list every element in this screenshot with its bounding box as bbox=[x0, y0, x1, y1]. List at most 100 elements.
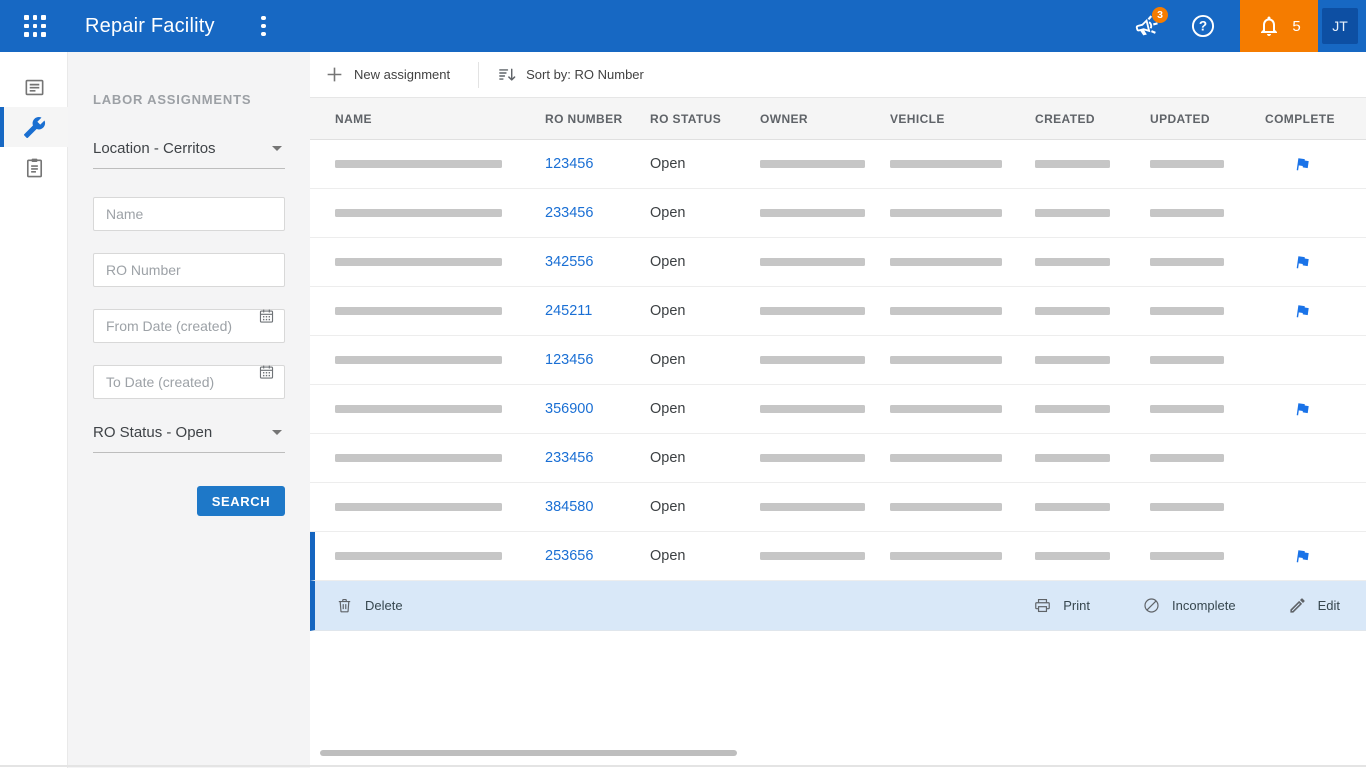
table-row[interactable]: 123456 Open bbox=[310, 336, 1366, 385]
updated-placeholder-bar bbox=[1150, 454, 1224, 462]
owner-placeholder-bar bbox=[760, 552, 865, 560]
table-row[interactable]: 342556 Open bbox=[310, 238, 1366, 287]
new-assignment-label: New assignment bbox=[354, 67, 451, 82]
vehicle-placeholder-bar bbox=[890, 160, 1002, 168]
created-placeholder-bar bbox=[1035, 552, 1110, 560]
ro-number-link[interactable]: 356900 bbox=[545, 401, 594, 417]
ro-number-link[interactable]: 233456 bbox=[545, 450, 594, 466]
name-placeholder-bar bbox=[335, 405, 502, 413]
ro-number-link[interactable]: 245211 bbox=[545, 303, 593, 319]
plus-icon bbox=[327, 67, 342, 82]
updated-placeholder-bar bbox=[1150, 209, 1224, 217]
ro-status-value: Open bbox=[650, 205, 686, 221]
name-placeholder-bar bbox=[335, 454, 502, 462]
print-button[interactable]: Print bbox=[1033, 596, 1090, 615]
ro-status-select[interactable]: RO Status - Open bbox=[93, 424, 285, 453]
name-placeholder-bar bbox=[335, 258, 502, 266]
main-content: New assignment Sort by: RO Number NAME R… bbox=[310, 52, 1366, 768]
ro-status-value: Open bbox=[650, 303, 686, 319]
table-body: 123456 Open 233456 Open 342556 Open bbox=[310, 140, 1366, 631]
vehicle-placeholder-bar bbox=[890, 356, 1002, 364]
chevron-down-icon bbox=[272, 146, 282, 151]
bell-icon bbox=[1261, 16, 1278, 36]
more-menu-icon[interactable] bbox=[255, 15, 273, 37]
print-label: Print bbox=[1063, 598, 1090, 613]
trash-icon bbox=[338, 598, 351, 613]
user-avatar[interactable]: JT bbox=[1322, 8, 1358, 44]
clipboard-icon bbox=[26, 158, 42, 177]
col-header-complete: COMPLETE bbox=[1265, 111, 1335, 126]
complete-flag-icon bbox=[1296, 255, 1309, 268]
ro-number-link[interactable]: 233456 bbox=[545, 205, 594, 221]
ro-number-link[interactable]: 342556 bbox=[545, 254, 594, 270]
edit-label: Edit bbox=[1317, 598, 1340, 613]
announcements-button[interactable]: 3 bbox=[1134, 7, 1168, 39]
incomplete-label: Incomplete bbox=[1172, 598, 1236, 613]
table-row[interactable]: 245211 Open bbox=[310, 287, 1366, 336]
to-date-input[interactable] bbox=[93, 365, 285, 399]
col-header-owner: OWNER bbox=[760, 111, 808, 126]
updated-placeholder-bar bbox=[1150, 160, 1224, 168]
incomplete-button[interactable]: Incomplete bbox=[1142, 596, 1236, 615]
owner-placeholder-bar bbox=[760, 209, 865, 217]
ro-number-link[interactable]: 253656 bbox=[545, 548, 594, 564]
col-header-ro-status: RO STATUS bbox=[650, 111, 722, 126]
ro-number-filter-input[interactable] bbox=[93, 253, 285, 287]
notifications-button[interactable]: 5 bbox=[1240, 0, 1318, 52]
ro-status-value: Open bbox=[650, 352, 686, 368]
table-row[interactable]: 253656 Open bbox=[310, 532, 1366, 581]
updated-placeholder-bar bbox=[1150, 405, 1224, 413]
table-row[interactable]: 356900 Open bbox=[310, 385, 1366, 434]
from-date-input[interactable] bbox=[93, 309, 285, 343]
ro-number-link[interactable]: 384580 bbox=[545, 499, 594, 515]
name-filter-input[interactable] bbox=[93, 197, 285, 231]
edit-button[interactable]: Edit bbox=[1288, 596, 1340, 615]
location-select[interactable]: Location - Cerritos bbox=[93, 140, 285, 169]
row-action-bar: Delete Print Incomplete bbox=[310, 581, 1366, 631]
vehicle-placeholder-bar bbox=[890, 503, 1002, 511]
created-placeholder-bar bbox=[1035, 209, 1110, 217]
nav-item-tasks[interactable] bbox=[0, 147, 68, 187]
created-placeholder-bar bbox=[1035, 454, 1110, 462]
table-row[interactable]: 233456 Open bbox=[310, 434, 1366, 483]
ro-status-value: Open bbox=[650, 254, 686, 270]
wrench-icon bbox=[23, 116, 45, 138]
created-placeholder-bar bbox=[1035, 258, 1110, 266]
owner-placeholder-bar bbox=[760, 160, 865, 168]
apps-grid-icon[interactable] bbox=[24, 15, 46, 37]
search-button[interactable]: SEARCH bbox=[197, 486, 285, 516]
ro-status-value: Open bbox=[650, 450, 686, 466]
ro-number-link[interactable]: 123456 bbox=[545, 156, 594, 172]
new-assignment-button[interactable]: New assignment bbox=[325, 65, 450, 84]
panel-title: LABOR ASSIGNMENTS bbox=[93, 92, 252, 107]
app-header: Repair Facility 3 ? 5 JT bbox=[0, 0, 1366, 52]
filter-panel: LABOR ASSIGNMENTS Location - Cerritos bbox=[68, 52, 310, 768]
horizontal-scrollbar[interactable] bbox=[320, 750, 737, 756]
nav-item-labor-assignments[interactable] bbox=[0, 107, 68, 147]
col-header-name: NAME bbox=[335, 111, 372, 126]
location-select-value: Location - Cerritos bbox=[93, 140, 216, 157]
sort-button[interactable]: Sort by: RO Number bbox=[497, 65, 644, 84]
col-header-updated: UPDATED bbox=[1150, 111, 1210, 126]
megaphone-icon bbox=[1135, 15, 1158, 36]
nav-item-reports[interactable] bbox=[0, 67, 68, 107]
chevron-down-icon bbox=[272, 430, 282, 435]
created-placeholder-bar bbox=[1035, 160, 1110, 168]
updated-placeholder-bar bbox=[1150, 552, 1224, 560]
owner-placeholder-bar bbox=[760, 405, 865, 413]
updated-placeholder-bar bbox=[1150, 307, 1224, 315]
name-placeholder-bar bbox=[335, 209, 502, 217]
name-placeholder-bar bbox=[335, 552, 502, 560]
ro-number-link[interactable]: 123456 bbox=[545, 352, 594, 368]
owner-placeholder-bar bbox=[760, 258, 865, 266]
name-placeholder-bar bbox=[335, 160, 502, 168]
ro-status-value: Open bbox=[650, 548, 686, 564]
table-row[interactable]: 233456 Open bbox=[310, 189, 1366, 238]
delete-button[interactable]: Delete bbox=[335, 596, 403, 615]
vehicle-placeholder-bar bbox=[890, 405, 1002, 413]
help-button[interactable]: ? bbox=[1190, 13, 1216, 39]
created-placeholder-bar bbox=[1035, 405, 1110, 413]
table-row[interactable]: 384580 Open bbox=[310, 483, 1366, 532]
table-row[interactable]: 123456 Open bbox=[310, 140, 1366, 189]
col-header-ro-number: RO NUMBER bbox=[545, 111, 623, 126]
